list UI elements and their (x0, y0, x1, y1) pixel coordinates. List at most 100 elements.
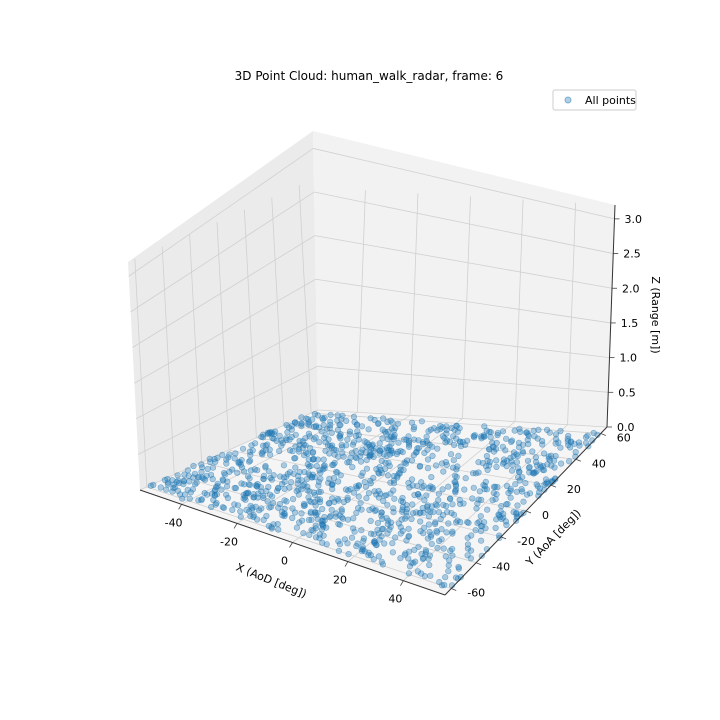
scatter-point (565, 432, 572, 440)
scatter-point (524, 457, 532, 464)
scatter-point (431, 425, 438, 432)
scatter-point (309, 416, 316, 423)
scatter-point (195, 497, 202, 504)
x-grid-vertical (409, 193, 419, 416)
scatter-point (339, 412, 346, 419)
x-tick-mark (233, 523, 238, 529)
scatter-point (305, 516, 313, 524)
scatter-point (358, 449, 365, 456)
scatter-point (244, 490, 252, 497)
scatter-point (349, 441, 357, 448)
scatter-point (534, 435, 541, 442)
scatter-point (279, 480, 286, 488)
scatter-point (316, 439, 323, 446)
scatter-point (389, 549, 397, 556)
scatter-point (303, 415, 310, 422)
scatter-point (245, 481, 252, 488)
z-grid-back (316, 322, 610, 359)
scatter-point (449, 545, 456, 553)
scatter-point (501, 459, 508, 466)
scatter-point (176, 479, 183, 487)
scatter-point (330, 461, 337, 468)
y-tick-label: -60 (467, 587, 485, 600)
scatter-point (530, 470, 537, 477)
scatter-point (351, 418, 358, 426)
scatter-point (350, 515, 357, 522)
scatter-point (493, 457, 500, 464)
scatter-point (268, 503, 275, 510)
z-tick-label: 2.0 (622, 282, 640, 295)
scatter-point (310, 489, 317, 496)
scatter-point (234, 469, 241, 476)
scatter-point (428, 540, 435, 548)
scatter-point (378, 446, 386, 453)
scatter-point (270, 500, 277, 507)
scatter-point (301, 481, 308, 488)
scatter-point (308, 526, 315, 534)
scatter-point (305, 494, 312, 501)
scatter-point (265, 483, 272, 491)
scatter-point (350, 413, 358, 420)
scatter-point (207, 459, 214, 466)
scatter-point (338, 441, 345, 449)
scatter-point (237, 508, 244, 515)
x-tick-mark (344, 561, 349, 567)
y-grid-vertical (271, 197, 285, 426)
scatter-point (486, 446, 493, 453)
scatter-point (399, 527, 406, 535)
scatter-point (219, 451, 226, 459)
scatter-point (254, 516, 261, 523)
scatter-point (525, 464, 533, 472)
scatter-point (507, 487, 514, 494)
scatter-point (348, 449, 356, 456)
scatter-point (439, 433, 447, 440)
scatter-point (456, 425, 463, 432)
y-tick-label: 40 (592, 457, 606, 470)
scatter-point (517, 511, 525, 518)
scatter-point (502, 447, 509, 454)
scatter-point (325, 436, 332, 443)
scatter-point (189, 486, 196, 493)
scatter-point (315, 488, 323, 496)
scatter-point (370, 447, 377, 455)
scatter-point (571, 440, 578, 447)
scatter-point (198, 496, 205, 503)
scatter-point (291, 509, 299, 516)
scatter-point (199, 464, 206, 471)
scatter-point (318, 428, 325, 435)
scatter-point (298, 414, 305, 421)
scatter-point (157, 484, 164, 491)
scatter-point (390, 473, 398, 480)
scatter-point (328, 429, 335, 437)
scatter-point (535, 426, 542, 434)
scatter-point (269, 493, 276, 500)
scatter-point (513, 509, 520, 516)
z-grid-left (128, 148, 314, 277)
scatter-point (497, 508, 504, 515)
scatter-point (355, 493, 362, 500)
scatter-point (388, 433, 395, 440)
scatter-point (494, 429, 502, 437)
scatter-point (425, 484, 433, 492)
scatter-point (305, 456, 312, 463)
scatter-point (384, 418, 391, 426)
scatter-point (394, 474, 401, 481)
scatter-point (339, 444, 346, 451)
scatter-point (375, 470, 383, 477)
scatter-point (438, 582, 446, 589)
scatter-point (218, 486, 225, 493)
scatter-point (147, 482, 154, 489)
scatter-point (538, 464, 545, 471)
scatter-point (374, 519, 382, 527)
scatter-point (353, 485, 361, 492)
scatter-point (358, 472, 365, 479)
x-grid-vertical (357, 190, 366, 413)
scatter-point (435, 490, 442, 497)
scatter-point (286, 436, 293, 443)
scatter-point (169, 488, 176, 495)
scatter-point (489, 497, 496, 504)
scatter-point (298, 423, 305, 430)
scatter-point (387, 417, 394, 424)
scatter-point (384, 472, 392, 479)
scatter-point (301, 468, 308, 476)
